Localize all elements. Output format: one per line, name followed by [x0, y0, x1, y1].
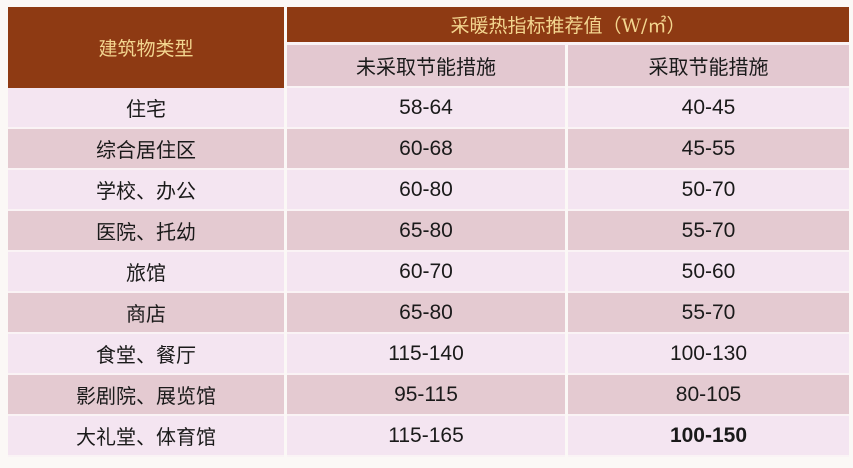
header-heating-index: 采暖热指标推荐值（W/㎡）: [287, 7, 849, 45]
row-without-measures: 58-64: [287, 88, 565, 129]
row-without-measures: 95-115: [287, 375, 565, 416]
header-building-type: 建筑物类型: [8, 7, 284, 88]
row-with-measures: 45-55: [568, 129, 849, 170]
row-with-measures: 100-150: [568, 416, 849, 457]
row-without-measures: 60-80: [287, 170, 565, 211]
header-without-measures: 未采取节能措施: [287, 45, 565, 88]
row-building-type: 大礼堂、体育馆: [8, 416, 284, 457]
row-with-measures: 100-130: [568, 334, 849, 375]
row-without-measures: 115-140: [287, 334, 565, 375]
row-building-type: 住宅: [8, 88, 284, 129]
row-without-measures: 65-80: [287, 211, 565, 252]
row-with-measures: 55-70: [568, 293, 849, 334]
header-with-measures: 采取节能措施: [568, 45, 849, 88]
row-without-measures: 60-70: [287, 252, 565, 293]
row-with-measures: 55-70: [568, 211, 849, 252]
row-building-type: 食堂、餐厅: [8, 334, 284, 375]
row-building-type: 商店: [8, 293, 284, 334]
row-without-measures: 60-68: [287, 129, 565, 170]
row-building-type: 医院、托幼: [8, 211, 284, 252]
row-building-type: 影剧院、展览馆: [8, 375, 284, 416]
row-building-type: 综合居住区: [8, 129, 284, 170]
row-with-measures: 80-105: [568, 375, 849, 416]
row-without-measures: 115-165: [287, 416, 565, 457]
row-with-measures: 50-70: [568, 170, 849, 211]
row-with-measures: 40-45: [568, 88, 849, 129]
row-building-type: 学校、办公: [8, 170, 284, 211]
row-building-type: 旅馆: [8, 252, 284, 293]
heating-index-table: 建筑物类型 采暖热指标推荐值（W/㎡） 未采取节能措施 采取节能措施 住宅 58-…: [8, 7, 849, 457]
row-without-measures: 65-80: [287, 293, 565, 334]
row-with-measures: 50-60: [568, 252, 849, 293]
